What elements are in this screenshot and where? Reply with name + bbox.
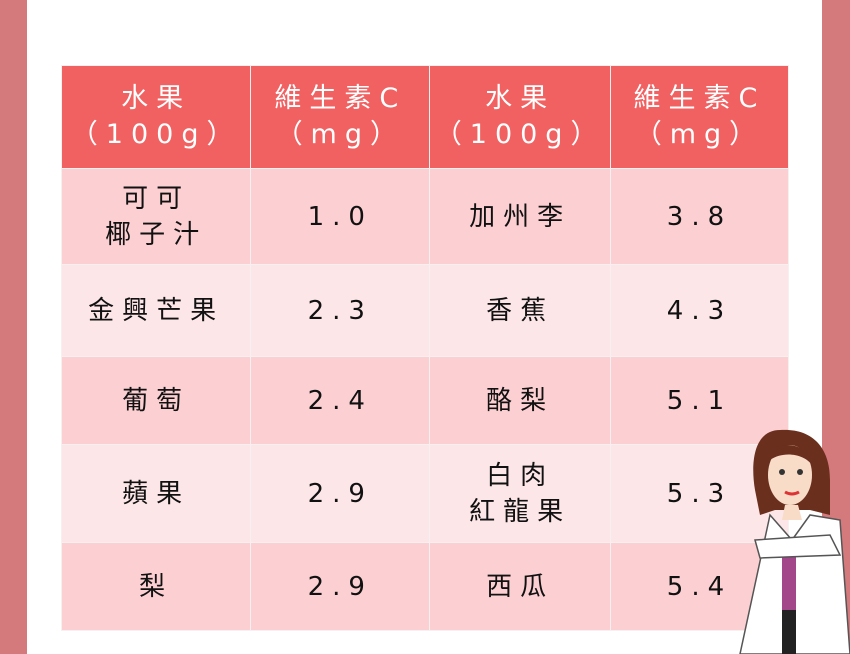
header-label: 維生素C xyxy=(633,83,766,114)
fruit-name-line: 加州李 xyxy=(469,201,572,232)
header-unit: （mg） xyxy=(275,119,406,150)
fruit-name-line: 紅龍果 xyxy=(469,496,572,527)
header-unit: （100g） xyxy=(434,119,606,150)
table-row: 金興芒果 2.3 香蕉 4.3 xyxy=(60,264,790,357)
fruit-name-line: 葡萄 xyxy=(122,385,191,416)
fruit-name-line: 蘋果 xyxy=(122,478,191,509)
fruit-cell: 梨 xyxy=(60,542,252,631)
table-row: 梨 2.9 西瓜 5.4 xyxy=(60,542,790,631)
header-label: 水果 xyxy=(121,83,192,114)
fruit-cell: 金興芒果 xyxy=(60,264,252,357)
header-label: 水果 xyxy=(485,83,556,114)
fruit-name-line: 椰子汁 xyxy=(105,219,208,250)
fruit-name-line: 香蕉 xyxy=(486,295,555,326)
fruit-cell: 可可 椰子汁 xyxy=(60,168,252,265)
fruit-cell: 酪梨 xyxy=(429,356,611,445)
table-header-row: 水果 （100g） 維生素C （mg） 水果 （100g） 維生素C （mg） xyxy=(60,65,790,169)
table-row: 可可 椰子汁 1.0 加州李 3.8 xyxy=(60,168,790,265)
vitamin-c-cell: 2.9 xyxy=(250,542,431,631)
doctor-woman-icon xyxy=(739,429,850,654)
table-row: 蘋果 2.9 白肉 紅龍果 5.3 xyxy=(60,444,790,543)
vitamin-c-cell: 5.1 xyxy=(609,356,790,445)
fruit-cell: 葡萄 xyxy=(60,356,252,445)
fruit-cell: 白肉 紅龍果 xyxy=(429,444,611,543)
table-row: 葡萄 2.4 酪梨 5.1 xyxy=(60,356,790,445)
fruit-name-line: 可可 xyxy=(122,183,191,214)
vitamin-c-cell: 2.3 xyxy=(250,264,431,357)
header-vc-2: 維生素C （mg） xyxy=(609,65,790,169)
header-vc-1: 維生素C （mg） xyxy=(250,65,431,169)
fruit-cell: 西瓜 xyxy=(429,542,611,631)
fruit-name-line: 西瓜 xyxy=(486,571,555,602)
fruit-cell: 香蕉 xyxy=(429,264,611,357)
vitamin-c-cell: 2.4 xyxy=(250,356,431,445)
fruit-name-line: 白肉 xyxy=(486,460,555,491)
fruit-cell: 蘋果 xyxy=(60,444,252,543)
header-fruit-2: 水果 （100g） xyxy=(429,65,611,169)
vitamin-c-cell: 2.9 xyxy=(250,444,431,543)
vitamin-c-cell: 3.8 xyxy=(609,168,790,265)
vitamin-c-table: 水果 （100g） 維生素C （mg） 水果 （100g） 維生素C （mg） 可可椰子… xyxy=(60,65,790,631)
header-unit: （mg） xyxy=(634,119,765,150)
header-label: 維生素C xyxy=(274,83,407,114)
fruit-cell: 加州李 xyxy=(429,168,611,265)
vitamin-c-cell: 4.3 xyxy=(609,264,790,357)
fruit-name-line: 酪梨 xyxy=(486,385,555,416)
fruit-name-line: 金興芒果 xyxy=(88,295,225,326)
vitamin-c-cell: 1.0 xyxy=(250,168,431,265)
header-unit: （100g） xyxy=(70,119,242,150)
header-fruit-1: 水果 （100g） xyxy=(60,65,252,169)
left-side-bar xyxy=(0,0,27,654)
fruit-name-line: 梨 xyxy=(139,571,174,602)
